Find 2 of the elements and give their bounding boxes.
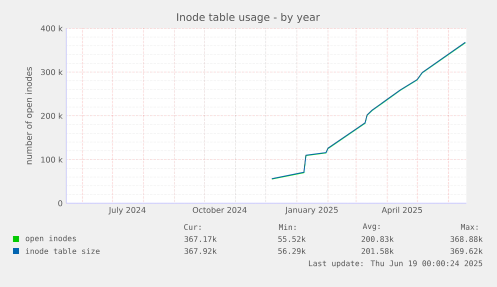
y-axis-title: number of open inodes [25, 67, 34, 164]
chart-title: Inode table usage - by year [177, 12, 320, 24]
